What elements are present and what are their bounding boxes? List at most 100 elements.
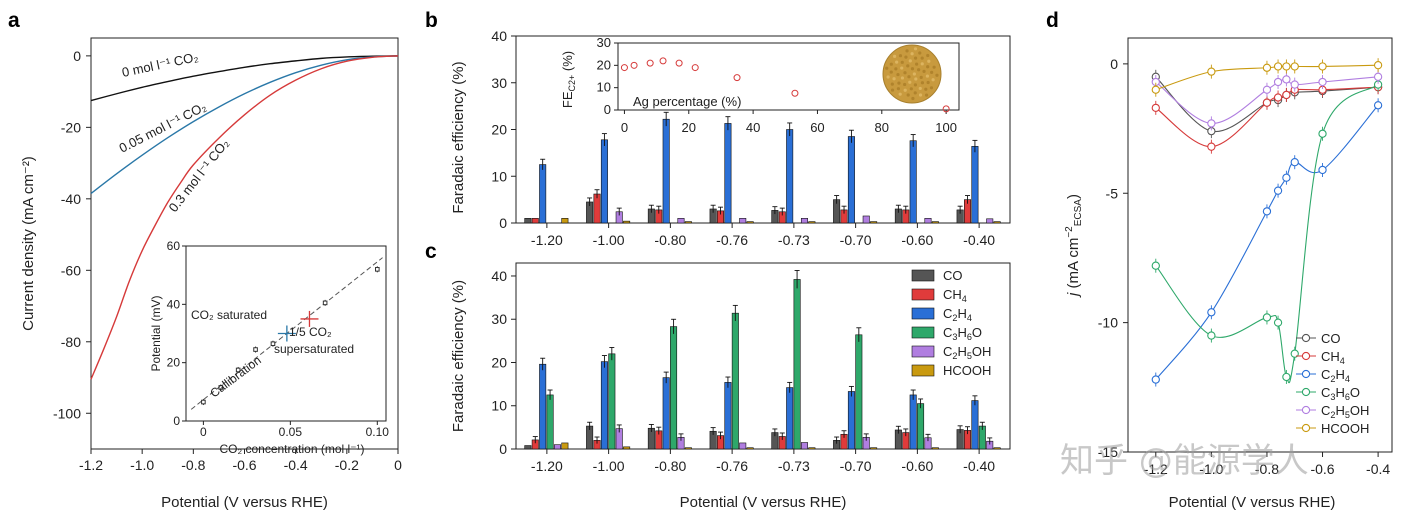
legend-label: C2H4: [943, 306, 972, 323]
bar-C₃H₆O: [793, 279, 801, 450]
inset-y-tick-label: 30: [597, 35, 611, 50]
y-tick-label: 10: [491, 398, 507, 414]
y-tick-label: 0: [499, 215, 507, 231]
particle-texture-dot: [930, 70, 934, 74]
series-line: [90, 55, 399, 380]
legend-marker: [1301, 369, 1311, 379]
bar-HCOOH: [870, 447, 878, 450]
x-tick-label: -0.4: [1366, 461, 1390, 477]
y-tick-label: 0: [73, 48, 81, 64]
particle-texture-dot: [905, 49, 909, 53]
bar-C₃H₆O: [917, 403, 925, 450]
bar-C₂H₄: [909, 394, 917, 450]
inset-x-tick-label: 0: [200, 425, 207, 439]
axes-frame: [1127, 37, 1393, 453]
co2-saturated-label: CO₂ saturated: [191, 308, 267, 322]
particle-texture-dot: [914, 77, 918, 81]
panel-letter-c: c: [425, 240, 437, 263]
particle-texture-dot: [932, 65, 936, 69]
bar-C₂H₄: [724, 382, 732, 450]
x-axis-label: Potential (V versus RHE): [680, 494, 847, 511]
particle-texture-dot: [890, 82, 894, 86]
bar-C₂H₄: [600, 361, 608, 450]
inset-y-tick-label: 0: [604, 102, 611, 117]
y-tick-label: -40: [61, 191, 81, 207]
bar-C₂H₄: [971, 146, 979, 224]
x-axis-label: Potential (V versus RHE): [161, 494, 328, 511]
x-tick-label: -0.40: [963, 458, 995, 474]
inset-x-tick-label: 0.05: [279, 425, 303, 439]
x-tick-label: -1.0: [130, 457, 154, 473]
particle-texture-dot: [915, 62, 919, 66]
series-line: [90, 55, 399, 102]
y-tick-label: -5: [1106, 185, 1119, 201]
series-line: [90, 55, 399, 195]
particle-texture-dot: [926, 65, 930, 69]
inset-y-tick-label: 20: [597, 57, 611, 72]
series-marker: [1273, 77, 1283, 87]
bar-C₂H₄: [786, 129, 794, 224]
legend-label: C3H6O: [943, 325, 982, 342]
x-tick-label: -1.00: [593, 232, 625, 248]
x-tick-label: -1.2: [79, 457, 103, 473]
inset-data-point: [630, 61, 638, 69]
y-tick-label: -80: [61, 334, 81, 350]
particle-texture-dot: [908, 59, 912, 63]
particle-texture-dot: [912, 72, 916, 76]
series-marker: [1207, 331, 1216, 340]
inset-data-point: [659, 57, 667, 65]
inset-y-label: FEC2+ (%): [560, 51, 577, 108]
particle-texture-dot: [913, 91, 917, 95]
legend-swatch: [911, 345, 935, 358]
bar-CH₄: [531, 218, 539, 224]
legend-marker: [1301, 423, 1311, 433]
particle-texture-dot: [890, 88, 895, 92]
inset-x-tick-label: 0: [621, 120, 628, 135]
inset-x-label: CO₂ concentration (mol l⁻¹): [219, 442, 364, 456]
bar-HCOOH: [931, 221, 939, 224]
series-marker: [1282, 90, 1291, 100]
series-marker: [1262, 98, 1272, 107]
series-marker: [1318, 62, 1327, 71]
particle-texture-dot: [909, 87, 913, 91]
particle-texture-dot: [903, 71, 907, 75]
bar-C₂H₅OH: [677, 218, 685, 224]
legend-swatch: [911, 364, 935, 377]
particle-texture-dot: [898, 92, 902, 96]
legend-swatch: [911, 269, 935, 282]
bar-C₃H₆O: [608, 353, 616, 450]
series-marker: [1373, 101, 1383, 110]
x-tick-label: -1.20: [531, 458, 563, 474]
y-tick-label: 30: [491, 75, 507, 91]
bar-HCOOH: [993, 447, 1001, 450]
calibration-point: [270, 341, 276, 347]
particle-texture-dot: [906, 93, 910, 97]
series-label: 0.05 mol l⁻¹ CO₂: [117, 99, 209, 156]
calibration-point: [201, 399, 206, 405]
inset-data-point: [675, 59, 683, 67]
panel-letter-a: a: [8, 9, 20, 32]
bar-C₂H₄: [539, 164, 547, 224]
x-tick-label: -0.60: [901, 458, 933, 474]
series-marker: [1282, 62, 1291, 71]
legend-swatch: [911, 307, 935, 320]
y-tick-label: 20: [491, 122, 507, 138]
particle-texture-dot: [889, 70, 893, 74]
series-marker: [1151, 261, 1160, 270]
bar-C₃H₆O: [670, 326, 678, 450]
particle-texture-dot: [925, 74, 930, 78]
inset-y-tick-label: 20: [167, 356, 181, 370]
legend-label: C3H6O: [1321, 385, 1360, 402]
supersaturated-label-1: 1/5 CO₂: [289, 325, 332, 339]
inset-x-tick-label: 20: [682, 120, 696, 135]
calibration-point: [253, 347, 258, 352]
x-tick-label: -0.70: [840, 458, 872, 474]
bar-C₂H₄: [847, 136, 855, 224]
x-tick-label: 0: [394, 457, 402, 473]
bar-HCOOH: [870, 221, 878, 224]
y-tick-label: 40: [491, 268, 507, 284]
particle-texture-dot: [908, 80, 912, 84]
particle-texture-dot: [927, 59, 931, 63]
bar-C₂H₄: [909, 140, 917, 224]
